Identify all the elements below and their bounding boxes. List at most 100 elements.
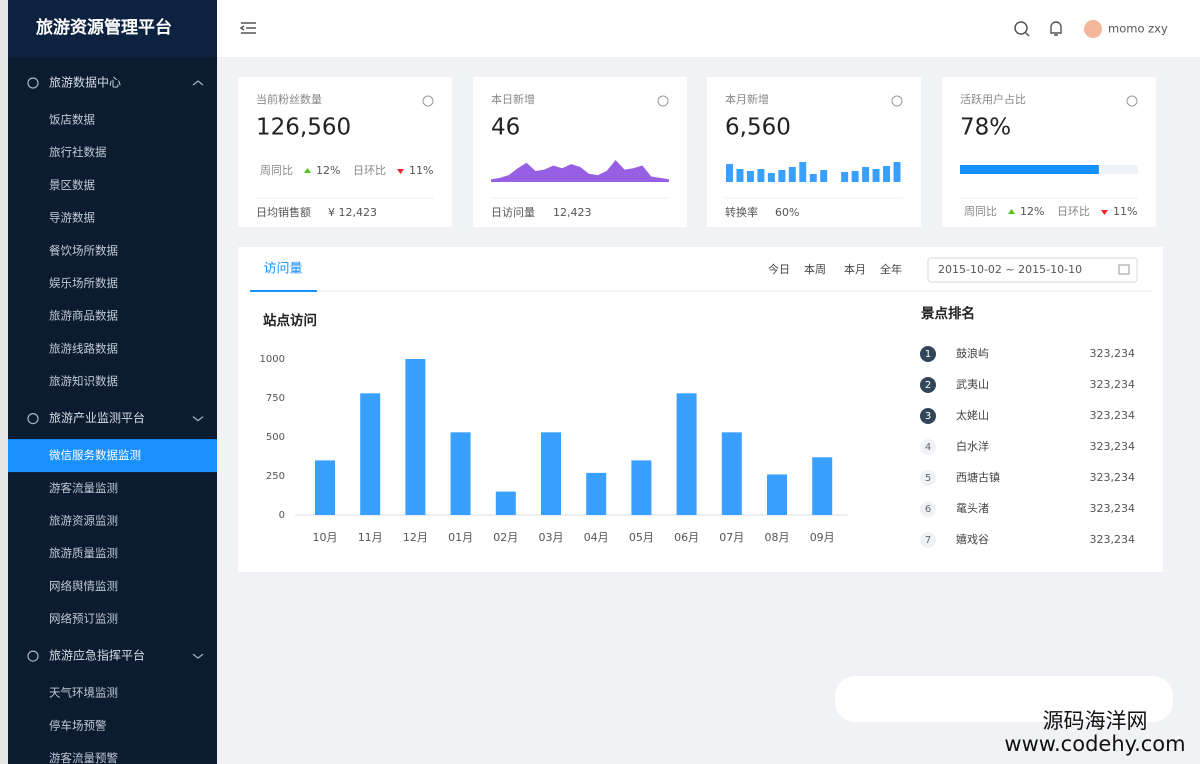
compare-value: 11% <box>409 164 433 177</box>
bar <box>315 460 335 515</box>
group-label[interactable]: 旅游产业监测平台 <box>49 410 145 425</box>
rank-value: 323,234 <box>1090 440 1136 453</box>
trend-up <box>1008 209 1015 214</box>
bar <box>541 432 561 515</box>
menu-item[interactable]: 旅游知识数据 <box>49 374 118 388</box>
sidebar <box>8 0 217 764</box>
card-value: 46 <box>491 115 520 141</box>
trend-up <box>304 168 311 173</box>
x-tick-label: 08月 <box>765 531 790 544</box>
sparkline-bar <box>809 174 817 182</box>
left-strip <box>0 0 8 764</box>
info-icon <box>657 95 669 107</box>
menu-toggle[interactable] <box>239 22 256 34</box>
tab-underline <box>250 290 317 292</box>
sidebar-logo-bg <box>8 0 217 57</box>
menu-item[interactable]: 停车场预警 <box>49 718 107 732</box>
menu-item[interactable]: 餐饮场所数据 <box>49 243 118 257</box>
bar <box>676 393 697 515</box>
menu-item[interactable]: 旅游质量监测 <box>49 546 118 560</box>
sparkline-bar <box>872 169 880 182</box>
menu-item[interactable]: 饭店数据 <box>49 113 95 127</box>
rank-name: 武夷山 <box>956 378 989 391</box>
compare-label: 日环比 <box>1057 205 1090 218</box>
y-tick-label: 500 <box>266 432 285 443</box>
bar <box>586 472 607 515</box>
group-label[interactable]: 旅游应急指挥平台 <box>49 648 145 663</box>
menu-item[interactable]: 网络舆情监测 <box>49 579 118 593</box>
footer-label: 转换率 <box>725 205 758 219</box>
y-tick-label: 750 <box>266 393 285 404</box>
date-range[interactable]: 2015-10-02 ~ 2015-10-10 <box>938 263 1082 276</box>
stat-card <box>238 77 452 227</box>
compare-value: 12% <box>316 164 340 177</box>
rank-number: 4 <box>925 442 931 453</box>
range-option[interactable]: 本月 <box>844 262 866 276</box>
rank-name: 鼋头渚 <box>956 502 989 515</box>
x-tick-label: 01月 <box>448 531 473 544</box>
rank-badge <box>920 346 936 362</box>
rank-badge <box>920 532 936 548</box>
bell-icon[interactable] <box>1050 21 1062 36</box>
menu-item[interactable]: 旅游线路数据 <box>49 341 118 355</box>
chart-title: 站点访问 <box>263 312 317 329</box>
rank-value: 323,234 <box>1090 409 1136 422</box>
range-option[interactable]: 本周 <box>804 262 826 276</box>
compare-value: 12% <box>1020 205 1044 218</box>
bar <box>631 460 652 515</box>
sidebar-title: 旅游资源管理平台 <box>36 17 172 38</box>
card-label: 本日新增 <box>491 92 535 106</box>
group-label[interactable]: 旅游数据中心 <box>49 75 121 90</box>
card-value: 126,560 <box>256 115 351 141</box>
rank-number: 3 <box>925 411 931 422</box>
rank-value: 323,234 <box>1090 533 1136 546</box>
rank-value: 323,234 <box>1090 378 1136 391</box>
sparkline-bar <box>746 171 754 182</box>
range-option[interactable]: 全年 <box>880 262 902 276</box>
menu-item[interactable]: 景区数据 <box>49 178 95 192</box>
rank-value: 323,234 <box>1090 471 1136 484</box>
search-icon[interactable] <box>1014 21 1028 35</box>
menu-item[interactable]: 旅游资源监测 <box>49 514 118 528</box>
menu-item[interactable]: 游客流量预警 <box>49 751 118 764</box>
range-option[interactable]: 今日 <box>768 262 790 276</box>
group-icon <box>27 413 39 425</box>
stat-card <box>473 77 687 227</box>
group-icon <box>27 77 39 89</box>
user-name[interactable]: momo zxy <box>1108 22 1168 36</box>
sparkline-bar <box>851 171 859 182</box>
x-tick-label: 02月 <box>493 531 518 544</box>
watermark-url: www.codehy.com <box>1004 732 1185 756</box>
calendar-icon <box>1118 264 1130 275</box>
date-picker[interactable] <box>927 257 1138 283</box>
stat-card <box>707 77 921 227</box>
trend-down <box>397 169 404 174</box>
rank-badge <box>920 408 936 424</box>
tab[interactable]: 访问量 <box>263 262 302 277</box>
compare-label: 周同比 <box>964 205 997 218</box>
rank-number: 1 <box>925 349 931 360</box>
group-chevron <box>192 416 204 422</box>
x-tick-label: 11月 <box>358 531 383 544</box>
menu-item[interactable]: 游客流量监测 <box>49 481 118 495</box>
sparkline-bar <box>820 170 828 182</box>
menu-item[interactable]: 旅游商品数据 <box>49 309 118 323</box>
card-value: 78% <box>960 115 1011 141</box>
avatar[interactable] <box>1084 20 1102 38</box>
rank-badge <box>920 439 936 455</box>
rank-name: 太姥山 <box>956 408 989 422</box>
group-chevron <box>192 80 204 86</box>
card-label: 活跃用户占比 <box>960 92 1026 106</box>
menu-item[interactable]: 天气环境监测 <box>49 686 118 700</box>
menu-item[interactable]: 旅行社数据 <box>49 145 107 159</box>
x-tick-label: 07月 <box>719 531 744 544</box>
y-tick-label: 250 <box>266 471 285 482</box>
menu-item[interactable]: 网络预订监测 <box>49 612 118 626</box>
menu-item[interactable]: 导游数据 <box>49 211 95 225</box>
menu-item[interactable]: 微信服务数据监测 <box>49 448 141 462</box>
menu-item[interactable]: 娱乐场所数据 <box>49 276 118 290</box>
rank-name: 嬉戏谷 <box>956 532 989 546</box>
bar <box>495 491 516 515</box>
rank-badge <box>920 470 936 486</box>
